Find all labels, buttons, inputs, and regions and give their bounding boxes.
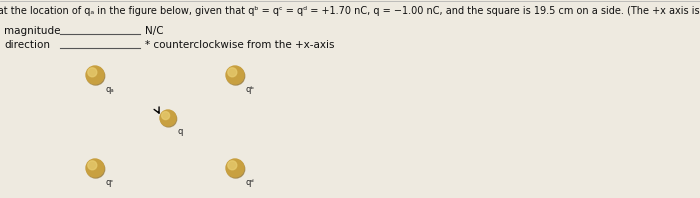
Circle shape: [86, 66, 104, 84]
Circle shape: [86, 159, 104, 177]
Text: qₐ: qₐ: [105, 85, 113, 94]
Text: N/C: N/C: [145, 26, 164, 36]
Circle shape: [228, 68, 237, 77]
Text: q: q: [177, 127, 183, 136]
Circle shape: [87, 67, 105, 85]
Circle shape: [88, 68, 97, 77]
Text: qᵇ: qᵇ: [245, 85, 254, 94]
Text: qᶜ: qᶜ: [105, 178, 113, 187]
Circle shape: [160, 110, 176, 126]
Circle shape: [228, 161, 237, 170]
Circle shape: [227, 67, 245, 85]
Text: * counterclockwise from the +x-axis: * counterclockwise from the +x-axis: [145, 40, 335, 50]
Circle shape: [226, 159, 244, 177]
Text: Find the electric field at the location of qₐ in the figure below, given that qᵇ: Find the electric field at the location …: [0, 6, 700, 16]
Text: direction: direction: [4, 40, 50, 50]
Circle shape: [227, 160, 245, 178]
Circle shape: [162, 112, 169, 120]
Circle shape: [226, 66, 244, 84]
Circle shape: [87, 160, 105, 178]
Circle shape: [88, 161, 97, 170]
Circle shape: [160, 111, 176, 127]
Text: magnitude: magnitude: [4, 26, 60, 36]
Text: qᵈ: qᵈ: [245, 178, 253, 187]
